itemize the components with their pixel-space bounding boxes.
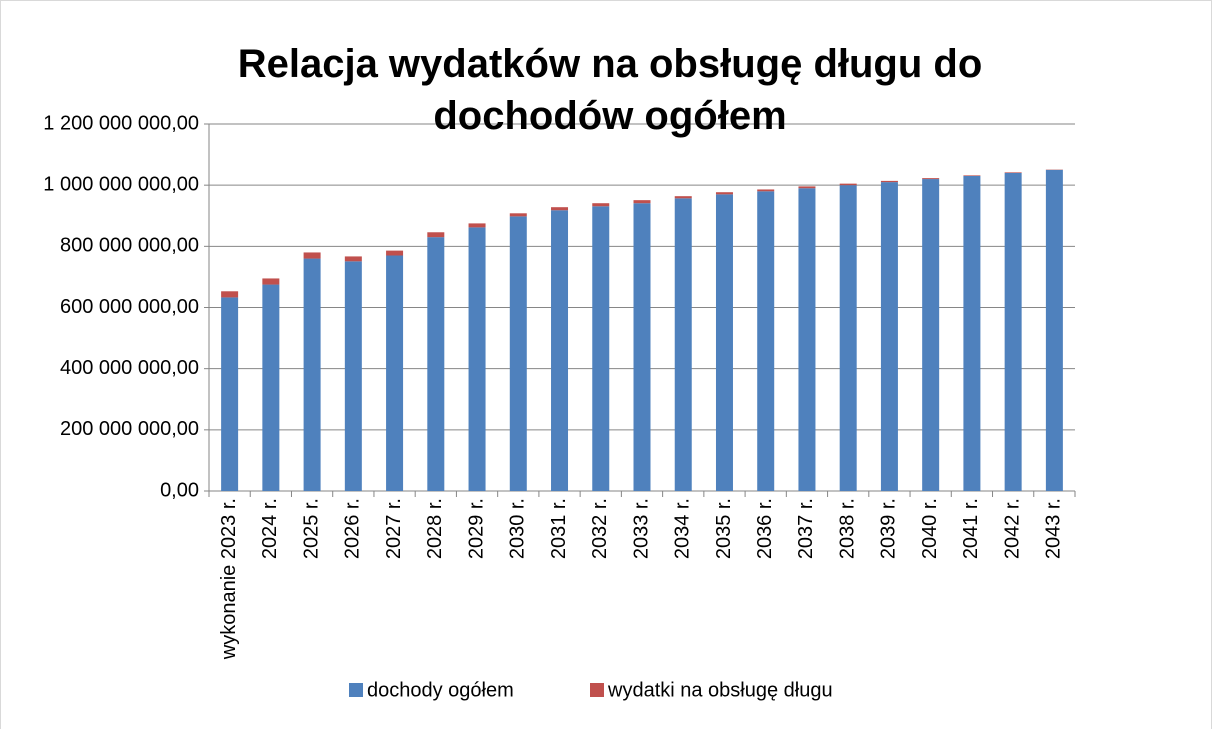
x-tick-label: 2033 r. bbox=[630, 498, 652, 559]
y-tick-label: 400 000 000,00 bbox=[60, 357, 199, 379]
bar-segment bbox=[757, 189, 775, 192]
legend-swatch bbox=[590, 683, 604, 697]
bar-segment bbox=[633, 200, 651, 204]
legend-swatch bbox=[349, 683, 363, 697]
x-tick-label: 2039 r. bbox=[878, 498, 900, 559]
bar-segment bbox=[839, 185, 857, 491]
bar-segment bbox=[386, 255, 404, 491]
bar-segment bbox=[798, 188, 816, 491]
y-tick-label: 800 000 000,00 bbox=[60, 235, 199, 257]
x-tick-label: 2035 r. bbox=[713, 498, 735, 559]
bar-segment bbox=[922, 179, 940, 492]
x-tick-label: 2026 r. bbox=[342, 498, 364, 559]
x-tick-label: 2040 r. bbox=[919, 498, 941, 559]
x-tick-label: wykonanie 2023 r. bbox=[218, 498, 240, 660]
bar-segment bbox=[757, 191, 775, 492]
bar-segment bbox=[468, 223, 486, 228]
x-tick-label: 2030 r. bbox=[507, 498, 529, 559]
bar-segment bbox=[880, 182, 898, 491]
bar-segment bbox=[262, 284, 280, 491]
x-tick-label: 2029 r. bbox=[465, 498, 487, 559]
x-tick-label: 2036 r. bbox=[754, 498, 776, 559]
x-tick-label: 2034 r. bbox=[672, 498, 694, 559]
bar-segment bbox=[551, 207, 569, 211]
chart-title: Relacja wydatków na obsługę długu do doc… bbox=[237, 42, 983, 138]
x-tick-label: 2025 r. bbox=[300, 498, 322, 559]
bar-segment bbox=[551, 210, 569, 491]
bar-segment bbox=[839, 183, 857, 186]
legend-label: dochody ogółem bbox=[367, 679, 514, 701]
bar-segment bbox=[592, 206, 610, 491]
bar-segment bbox=[303, 258, 321, 491]
bar-segment bbox=[592, 203, 610, 207]
bar-segment bbox=[1004, 172, 1022, 491]
y-tick-label: 1 200 000 000,00 bbox=[43, 112, 199, 134]
bar-segment bbox=[221, 297, 239, 491]
bar-segment bbox=[427, 232, 445, 238]
bar-segment bbox=[963, 175, 981, 491]
bar-segment bbox=[715, 192, 733, 195]
bar-segment bbox=[1004, 172, 1022, 173]
bar-segment bbox=[303, 252, 321, 259]
bar-segment bbox=[1045, 169, 1063, 491]
bar-segment bbox=[633, 203, 651, 492]
bar-segment bbox=[468, 227, 486, 491]
x-tick-label: 2028 r. bbox=[424, 498, 446, 559]
bar-segment bbox=[509, 213, 527, 217]
x-tick-label: 2037 r. bbox=[795, 498, 817, 559]
y-tick-label: 0,00 bbox=[160, 479, 199, 501]
bar-segment bbox=[963, 175, 981, 176]
y-tick-label: 1 000 000 000,00 bbox=[43, 173, 199, 195]
bar-segment bbox=[509, 216, 527, 491]
bar-segment bbox=[922, 178, 940, 180]
x-tick-label: 2043 r. bbox=[1043, 498, 1065, 559]
legend-label: wydatki na obsługę długu bbox=[607, 679, 833, 701]
x-tick-label: 2027 r. bbox=[383, 498, 405, 559]
bar-segment bbox=[221, 291, 239, 298]
x-tick-label: 2038 r. bbox=[836, 498, 858, 559]
x-tick-label: 2024 r. bbox=[259, 498, 281, 559]
bar-segment bbox=[386, 250, 404, 256]
bar-segment bbox=[674, 196, 692, 199]
bar-segment bbox=[674, 198, 692, 491]
y-tick-label: 600 000 000,00 bbox=[60, 296, 199, 318]
x-tick-label: 2042 r. bbox=[1001, 498, 1023, 559]
bar-segment bbox=[344, 261, 362, 491]
bar-segment bbox=[262, 278, 280, 285]
bar-segment bbox=[880, 180, 898, 183]
bar-segment bbox=[427, 237, 445, 491]
bar-segment bbox=[344, 256, 362, 262]
x-tick-label: 2032 r. bbox=[589, 498, 611, 559]
x-tick-label: 2041 r. bbox=[960, 498, 982, 559]
y-tick-label: 200 000 000,00 bbox=[60, 418, 199, 440]
bar-segment bbox=[715, 194, 733, 491]
x-tick-label: 2031 r. bbox=[548, 498, 570, 559]
bar-segment bbox=[798, 186, 816, 189]
